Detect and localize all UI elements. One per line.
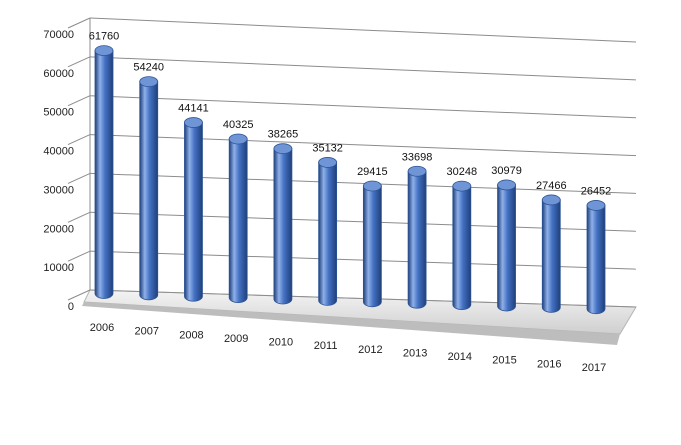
bar bbox=[586, 200, 606, 315]
x-tick-label: 2015 bbox=[492, 355, 516, 367]
x-tick-label: 2014 bbox=[448, 351, 472, 363]
bar-top bbox=[541, 194, 561, 206]
bar-body bbox=[407, 170, 427, 309]
gridline-side bbox=[67, 289, 91, 301]
data-label: 38265 bbox=[268, 129, 299, 141]
x-tick-label: 2013 bbox=[403, 347, 427, 359]
bar-body bbox=[228, 138, 248, 304]
bar-body bbox=[273, 148, 293, 305]
data-labels: 61760 54240 44141 40325 38265 35132 29415 33698… bbox=[89, 31, 612, 198]
y-tick-label: 0 bbox=[68, 301, 74, 313]
data-label: 54240 bbox=[133, 62, 164, 74]
bar-top bbox=[94, 45, 114, 57]
bar-body bbox=[362, 185, 382, 308]
bar bbox=[318, 157, 338, 306]
bar bbox=[139, 76, 159, 301]
x-tick-label: 2007 bbox=[134, 326, 158, 338]
x-tick-label: 2012 bbox=[358, 344, 382, 356]
gridline bbox=[89, 17, 637, 43]
gridline-side bbox=[67, 134, 91, 146]
bar-top bbox=[586, 200, 606, 211]
data-label: 27466 bbox=[536, 180, 567, 192]
bar-body bbox=[541, 199, 561, 313]
gridline bbox=[89, 56, 637, 81]
bars bbox=[94, 45, 606, 315]
gridline-side bbox=[67, 17, 91, 29]
bar-top bbox=[228, 133, 248, 145]
y-tick-label: 50000 bbox=[43, 107, 74, 119]
x-tick-label: 2006 bbox=[90, 322, 114, 334]
bar-top bbox=[139, 76, 159, 88]
y-tick-label: 60000 bbox=[43, 68, 74, 80]
gridline-side bbox=[67, 211, 91, 223]
bar-top bbox=[452, 180, 472, 192]
bar-top bbox=[407, 165, 427, 177]
bar bbox=[362, 180, 382, 308]
data-label: 26452 bbox=[581, 185, 612, 197]
bar bbox=[184, 117, 203, 302]
x-tick-label: 2011 bbox=[314, 340, 338, 352]
bar-body bbox=[318, 162, 338, 306]
y-tick-label: 10000 bbox=[43, 262, 74, 274]
data-label: 40325 bbox=[223, 119, 254, 131]
bar-top bbox=[362, 180, 382, 192]
y-tick-label: 40000 bbox=[43, 146, 74, 158]
x-tick-label: 2008 bbox=[179, 329, 203, 341]
data-label: 30248 bbox=[447, 166, 478, 178]
y-axis: 0 10000 20000 30000 40000 50000 60000 70000 bbox=[43, 29, 74, 313]
bar-top bbox=[273, 143, 293, 155]
x-tick-label: 2009 bbox=[224, 333, 248, 345]
bar-top bbox=[184, 117, 203, 128]
bar-body bbox=[586, 205, 606, 315]
bar-body bbox=[497, 184, 516, 312]
x-tick-label: 2017 bbox=[582, 362, 606, 374]
bar bbox=[452, 180, 472, 310]
bar bbox=[273, 143, 293, 305]
bar bbox=[228, 133, 248, 304]
bar bbox=[407, 165, 427, 309]
data-label: 33698 bbox=[402, 151, 433, 163]
data-label: 44141 bbox=[178, 103, 209, 115]
gridline-side bbox=[67, 172, 91, 184]
bar-top bbox=[497, 179, 516, 191]
y-tick-label: 30000 bbox=[43, 184, 74, 196]
data-label: 29415 bbox=[357, 166, 388, 178]
bar-body bbox=[139, 81, 159, 301]
y-tick-label: 20000 bbox=[43, 223, 74, 235]
data-label: 30979 bbox=[491, 165, 522, 177]
gridline-side bbox=[67, 95, 91, 107]
bar-body bbox=[184, 122, 203, 302]
bar bbox=[541, 194, 561, 313]
x-tick-label: 2010 bbox=[269, 337, 293, 349]
gridline bbox=[89, 172, 637, 194]
bar-top bbox=[318, 157, 338, 168]
y-tick-label: 70000 bbox=[43, 29, 74, 41]
bar-body bbox=[452, 185, 472, 310]
gridline bbox=[89, 134, 637, 157]
bar bbox=[497, 179, 516, 312]
gridline-side bbox=[67, 56, 91, 68]
x-axis: 2006 2007 2008 2009 2010 2011 2012 2013 2014 2015… bbox=[90, 322, 606, 374]
gridline-side bbox=[67, 250, 91, 262]
data-label: 35132 bbox=[312, 142, 343, 154]
floor-edge bbox=[82, 302, 620, 345]
x-tick-label: 2016 bbox=[537, 358, 561, 370]
data-label: 61760 bbox=[89, 31, 120, 43]
bar bbox=[94, 45, 114, 299]
gridline bbox=[89, 95, 637, 119]
bar-body bbox=[94, 50, 114, 299]
